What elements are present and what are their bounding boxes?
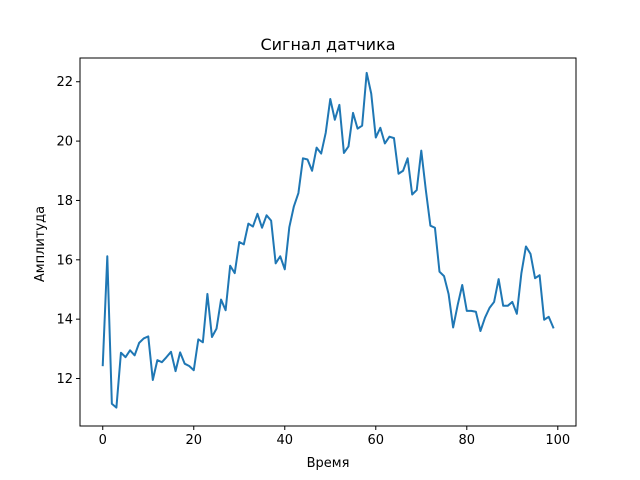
y-tick-label: 20 <box>56 135 73 150</box>
x-tick-label: 0 <box>99 433 107 448</box>
x-tick-label: 20 <box>185 433 202 448</box>
x-tick-label: 60 <box>368 433 385 448</box>
y-tick-label: 14 <box>56 313 73 328</box>
x-tick-label: 80 <box>459 433 476 448</box>
plot-frame <box>79 57 577 427</box>
series-line-0 <box>101 71 555 409</box>
y-tick-label: 22 <box>56 75 73 90</box>
x-tick-label: 100 <box>545 433 570 448</box>
x-tick-label: 40 <box>276 433 293 448</box>
x-axis-label: Время <box>307 456 350 471</box>
y-tick-label: 16 <box>56 253 73 268</box>
y-axis-label: Амплитуда <box>33 206 48 282</box>
y-tick-label: 12 <box>56 372 73 387</box>
y-tick-label: 18 <box>56 194 73 209</box>
plot-area: 0 20 40 60 80 100 12 14 16 18 20 22 <box>56 57 577 448</box>
chart-title: Сигнал датчика <box>260 35 395 54</box>
